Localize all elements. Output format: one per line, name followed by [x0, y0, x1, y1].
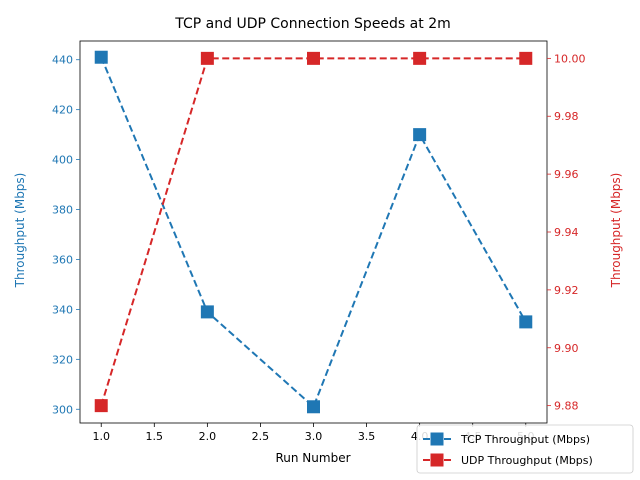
x-tick-label: 2.0 — [199, 430, 217, 443]
y-left-tick-label: 400 — [52, 154, 73, 167]
legend-box — [416, 424, 634, 474]
y-right-tick-label: 9.90 — [554, 342, 579, 355]
y-right-tick-label: 9.94 — [554, 226, 579, 239]
legend-label-udp: UDP Throughput (Mbps) — [461, 454, 593, 467]
data-point-tcp — [307, 400, 320, 414]
legend-label-tcp: TCP Throughput (Mbps) — [460, 433, 590, 446]
series-line-tcp — [100, 56, 527, 408]
y-right-tick-label: 10.00 — [554, 52, 586, 65]
y-right-tick-label: 9.98 — [554, 110, 579, 123]
data-point-tcp — [200, 305, 214, 319]
y-right-tick-label: 9.92 — [554, 284, 579, 297]
plot-area — [79, 40, 548, 424]
x-tick-label: 1.5 — [146, 430, 164, 443]
data-point-udp — [307, 51, 320, 65]
legend-marker-tcp — [430, 432, 444, 446]
y-axis-right-label: Throughput (Mbps) — [609, 173, 623, 289]
data-point-udp — [200, 51, 214, 65]
chart-title: TCP and UDP Connection Speeds at 2m — [174, 16, 450, 32]
data-point-udp — [94, 399, 108, 413]
data-point-udp — [413, 51, 427, 65]
y-left-tick-label: 300 — [52, 403, 73, 416]
y-right-tick-label: 9.88 — [554, 400, 579, 413]
plot-frame — [79, 40, 548, 424]
y-left-tick-label: 340 — [52, 303, 73, 316]
x-axis-label: Run Number — [275, 451, 350, 465]
x-tick-label: 3.5 — [358, 430, 376, 443]
legend: TCP Throughput (Mbps) UDP Throughput (Mbp… — [416, 424, 634, 474]
y-axis-left-label: Throughput (Mbps) — [13, 173, 27, 289]
data-point-tcp — [519, 315, 533, 329]
x-tick-label: 1.0 — [92, 430, 110, 443]
y-right-tick-label: 9.96 — [554, 168, 579, 181]
series-line-udp — [100, 57, 526, 406]
data-point-tcp — [94, 50, 108, 64]
x-tick-label: 2.5 — [252, 430, 270, 443]
y-left-tick-label: 320 — [52, 353, 73, 366]
legend-marker-udp — [430, 453, 444, 467]
axes-layer: 1.01.52.02.53.03.54.04.55.03003203403603… — [52, 52, 586, 443]
y-left-tick-label: 420 — [52, 104, 73, 117]
y-left-tick-label: 360 — [52, 253, 73, 266]
x-tick-label: 3.0 — [305, 430, 323, 443]
y-left-tick-label: 440 — [52, 54, 73, 67]
y-left-tick-label: 380 — [52, 204, 73, 217]
data-point-tcp — [413, 128, 427, 142]
data-point-udp — [519, 51, 533, 65]
series-layer — [94, 50, 533, 414]
